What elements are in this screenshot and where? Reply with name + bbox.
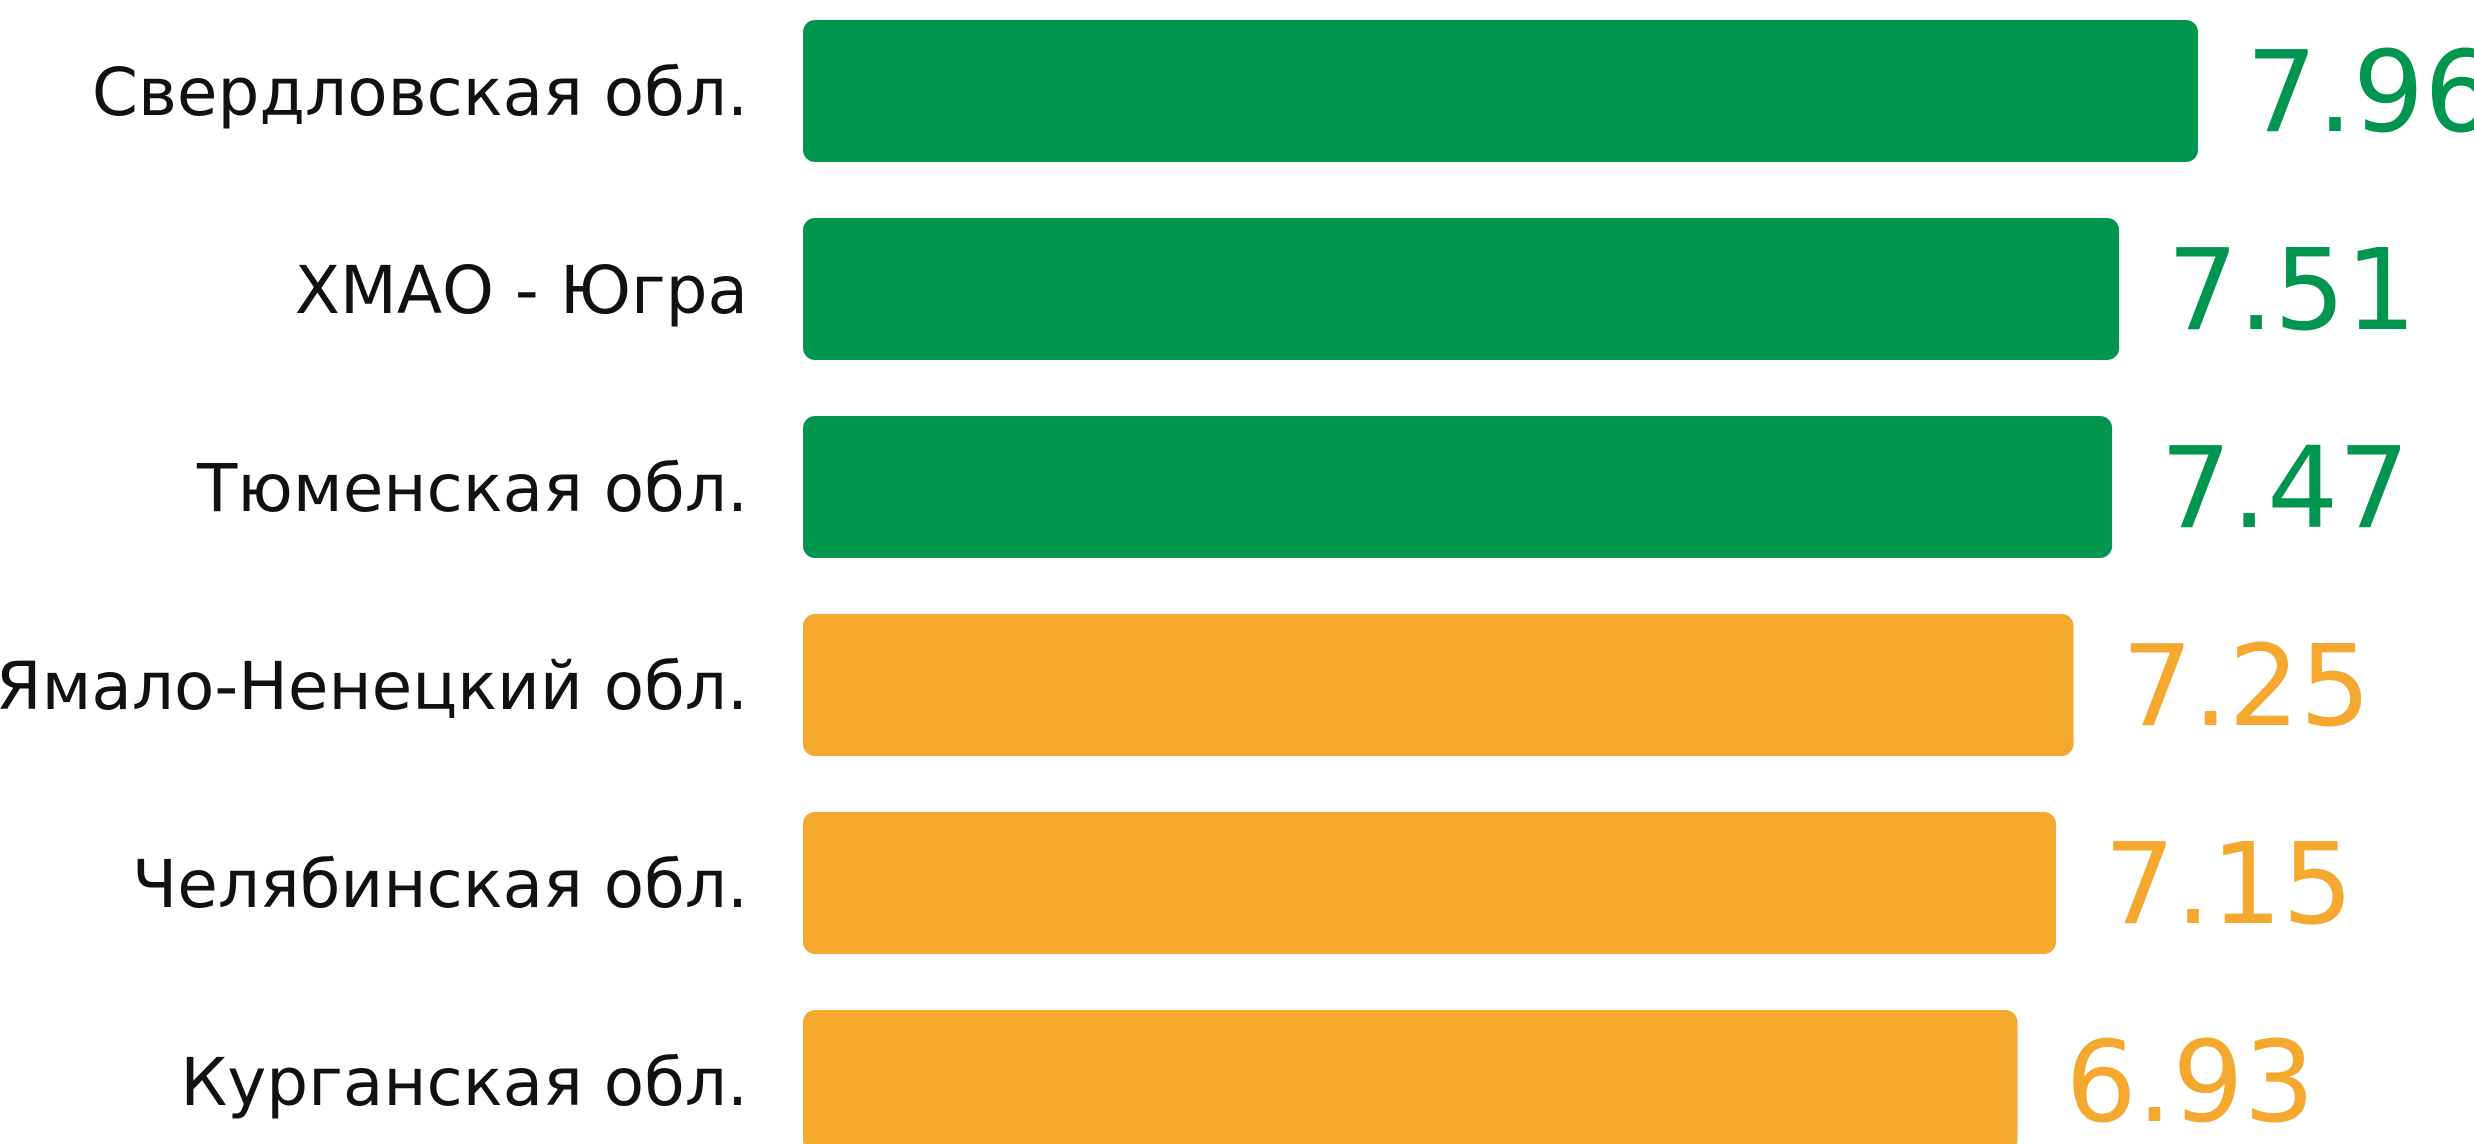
category-label: Курганская обл. — [180, 1044, 748, 1121]
bar — [803, 614, 2074, 756]
bars — [803, 20, 2198, 1144]
value-label: 7.15 — [2104, 820, 2353, 950]
category-labels: Свердловская обл. ХМАО - Югра Тюменская об… — [0, 54, 748, 1121]
category-label: Челябинская обл. — [132, 846, 748, 923]
value-label: 7.47 — [2160, 424, 2409, 554]
value-label: 7.51 — [2167, 226, 2416, 356]
category-label: ХМАО - Югра — [295, 252, 748, 329]
category-label: Ямало-Ненецкий обл. — [0, 648, 748, 725]
bar — [803, 218, 2120, 360]
bar — [803, 1010, 2018, 1144]
value-label: 7.96 — [2246, 28, 2474, 158]
bar — [803, 416, 2113, 558]
category-label: Тюменская обл. — [196, 450, 748, 527]
bar — [803, 20, 2198, 162]
value-label: 6.93 — [2065, 1018, 2314, 1144]
category-label: Свердловская обл. — [92, 54, 748, 131]
bar — [803, 812, 2057, 954]
value-label: 7.25 — [2122, 622, 2371, 752]
value-labels: 7.96 7.51 7.47 7.25 7.15 6.93 — [2065, 28, 2474, 1144]
